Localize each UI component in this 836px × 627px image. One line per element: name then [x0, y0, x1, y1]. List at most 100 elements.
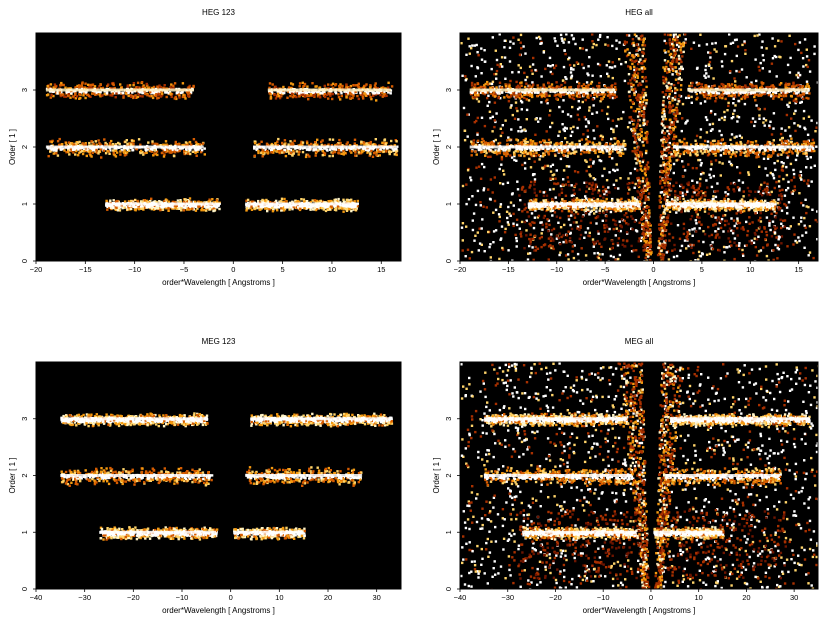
- panel-0-band-pixel: [80, 84, 83, 88]
- panel-0-band-pixel: [311, 208, 315, 211]
- panel-0-band-pixel: [104, 143, 107, 147]
- panel-0-band-pixel: [178, 143, 181, 146]
- panel-0-band-pixel: [139, 91, 142, 94]
- panel-0-band-pixel: [168, 91, 172, 94]
- panel-1-noise-pixel: [473, 239, 476, 242]
- panel-1-streak-pixel: [636, 72, 640, 75]
- panel-1-noise-pixel: [615, 95, 618, 98]
- panel-1-noise-pixel: [773, 54, 776, 58]
- panel-0-band-pixel: [324, 147, 327, 150]
- panel-1-noise-pixel: [569, 115, 573, 118]
- panel-0-band-pixel: [309, 93, 313, 96]
- panel-1-noise-pixel: [551, 209, 555, 212]
- panel-0-band-pixel: [174, 207, 177, 210]
- panel-1-noise-pixel: [728, 160, 731, 163]
- panel-1-noise-pixel: [789, 134, 792, 138]
- panel-1-streak-pixel: [646, 255, 650, 258]
- panel-0-band-pixel: [169, 92, 172, 95]
- panel-1-noise-pixel: [630, 128, 633, 131]
- panel-0-band-pixel: [291, 200, 294, 203]
- panel-0-band-pixel: [160, 200, 163, 204]
- panel-1-noise-pixel: [802, 117, 805, 120]
- panel-1-noise-pixel: [584, 254, 588, 257]
- panel-1-noise-pixel: [777, 39, 780, 42]
- panel-1-noise-pixel: [533, 216, 537, 219]
- panel-1-noise-pixel: [794, 109, 797, 113]
- panel-1-noise-pixel: [547, 237, 551, 240]
- panel-0-band-pixel: [117, 141, 120, 145]
- panel-1-streak-pixel: [642, 39, 645, 42]
- panel-1-noise-pixel: [675, 57, 678, 61]
- panel-1-noise-pixel: [733, 237, 737, 240]
- panel-1-noise-pixel: [727, 104, 730, 108]
- panel-1-streak-pixel: [642, 88, 645, 91]
- panel-1-noise-pixel: [620, 148, 624, 152]
- panel-1-noise-pixel: [750, 81, 753, 84]
- panel-0-band-pixel: [300, 198, 303, 201]
- panel-0-band-pixel: [251, 200, 254, 203]
- panel-0-band-pixel: [168, 151, 171, 154]
- panel-1-noise-pixel: [586, 227, 590, 230]
- panel-1-streak-pixel: [644, 209, 648, 213]
- panel-0-band-pixel: [365, 91, 368, 94]
- panel-1-noise-pixel: [714, 195, 718, 199]
- panel-0-band-pixel: [112, 206, 115, 209]
- panel-1-noise-pixel: [714, 159, 718, 162]
- panel-0-band-pixel: [261, 198, 264, 202]
- panel-0-band-pixel: [196, 150, 199, 153]
- panel-1-noise-pixel: [587, 121, 590, 125]
- panel-1-streak-pixel: [642, 233, 646, 237]
- panel-0-band-pixel: [70, 92, 73, 95]
- panel-1-noise-pixel: [803, 246, 806, 249]
- panel-1-noise-pixel: [572, 37, 575, 41]
- panel-0-band-pixel: [171, 207, 174, 210]
- panel-1-noise-pixel: [676, 224, 680, 227]
- panel-0-band-pixel: [347, 93, 350, 96]
- panel-1-noise-pixel: [562, 41, 565, 44]
- panel-0-band-pixel: [164, 140, 168, 143]
- panel-0-band-pixel: [110, 87, 113, 90]
- panel-1-noise-pixel: [726, 246, 729, 249]
- panel-0-band-pixel: [308, 90, 311, 94]
- panel-0-band-pixel: [175, 91, 179, 94]
- panel-0-band-pixel: [136, 86, 140, 89]
- panel-1-noise-pixel: [479, 177, 483, 180]
- panel-0-band-pixel: [150, 94, 153, 98]
- panel-0-band-pixel: [278, 150, 281, 153]
- panel-1-noise-pixel: [780, 143, 783, 146]
- panel-1-noise-pixel: [708, 252, 711, 256]
- panel-1-noise-pixel: [578, 106, 581, 109]
- panel-0-band-pixel: [342, 147, 345, 150]
- panel-1-pixels: [460, 33, 818, 261]
- panel-1-streak-pixel: [638, 48, 642, 51]
- panel-0-band-pixel: [132, 82, 136, 85]
- panel-0-band-pixel: [309, 201, 312, 204]
- panel-0-band-pixel: [261, 148, 264, 152]
- panel-0-band-pixel: [104, 152, 108, 155]
- panel-0-band-pixel: [169, 149, 172, 152]
- panel-0-band-pixel: [279, 91, 282, 95]
- panel-1-streak-pixel: [633, 54, 636, 58]
- panel-0-band-pixel: [154, 207, 157, 210]
- panel-1-noise-pixel: [571, 130, 574, 134]
- panel-1-noise-pixel: [804, 231, 808, 234]
- panel-1-noise-pixel: [558, 130, 561, 133]
- panel-1-noise-pixel: [581, 63, 584, 66]
- panel-1-noise-pixel: [733, 38, 737, 42]
- panel-1-noise-pixel: [509, 214, 512, 217]
- panel-0-band-pixel: [157, 93, 160, 96]
- panel-1-noise-pixel: [501, 131, 504, 134]
- panel-0-band-pixel: [340, 152, 343, 155]
- panel-0-band-pixel: [81, 86, 84, 89]
- panel-1-noise-pixel: [769, 120, 772, 123]
- panel-1-noise-pixel: [609, 210, 613, 214]
- panel-1-noise-pixel: [558, 105, 561, 109]
- panel-0-band-pixel: [319, 206, 322, 210]
- panel-1-streak-pixel: [672, 58, 675, 61]
- panel-1-noise-pixel: [535, 36, 538, 40]
- panel-0-xtick-label: 5: [281, 265, 285, 274]
- panel-1-noise-pixel: [525, 229, 528, 232]
- panel-1-noise-pixel: [619, 177, 622, 180]
- panel-0-band-pixel: [63, 149, 66, 152]
- panel-1-streak-pixel: [632, 102, 635, 105]
